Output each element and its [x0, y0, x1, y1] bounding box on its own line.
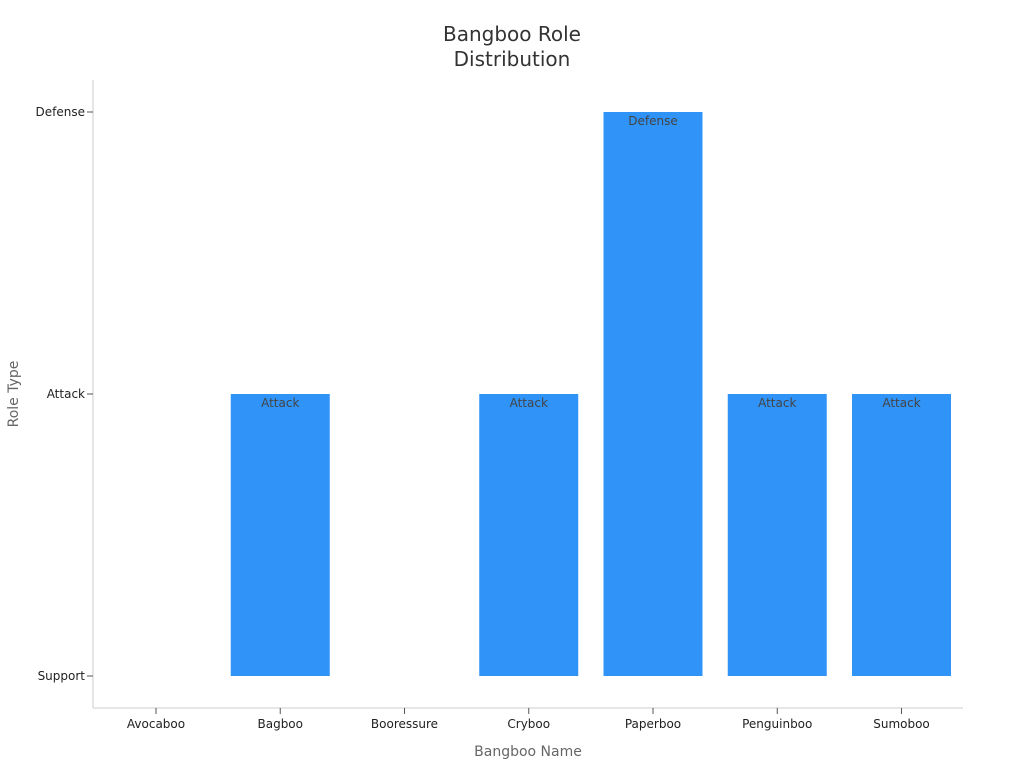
- y-tick-label-support: Support: [38, 669, 86, 683]
- x-tick-label-paperboo: Paperboo: [625, 717, 681, 731]
- x-tick-label-avocaboo: Avocaboo: [127, 717, 185, 731]
- x-tick-label-sumoboo: Sumoboo: [873, 717, 930, 731]
- y-tick-label-attack: Attack: [47, 387, 85, 401]
- chart-title-line-2: Distribution: [454, 47, 571, 71]
- bar-label-paperboo: Defense: [628, 114, 677, 128]
- bar-bagboo: [230, 394, 330, 676]
- bar-label-bagboo: Attack: [261, 396, 299, 410]
- y-ticks-group: Support Attack Defense: [36, 105, 93, 683]
- y-tick-label-defense: Defense: [36, 105, 85, 119]
- y-axis-title: Role Type: [6, 361, 22, 428]
- bar-paperboo: [603, 112, 703, 676]
- bar-label-cryboo: Attack: [510, 396, 548, 410]
- x-tick-label-cryboo: Cryboo: [507, 717, 550, 731]
- bars-group: Attack Attack Defense Attack Attack: [230, 112, 951, 676]
- bar-sumoboo: [852, 394, 951, 676]
- x-tick-label-penguinboo: Penguinboo: [742, 717, 812, 731]
- bar-penguinboo: [727, 394, 827, 676]
- x-tick-label-bagboo: Bagboo: [257, 717, 303, 731]
- chart-title-line-1: Bangboo Role: [443, 22, 581, 46]
- bar-cryboo: [479, 394, 579, 676]
- x-tick-label-booressure: Booressure: [371, 717, 438, 731]
- x-axis-title: Bangboo Name: [474, 744, 582, 760]
- bar-label-penguinboo: Attack: [758, 396, 796, 410]
- bar-label-sumoboo: Attack: [882, 396, 920, 410]
- x-ticks-group: Avocaboo Bagboo Booressure Cryboo Paperboo Pe…: [127, 708, 930, 731]
